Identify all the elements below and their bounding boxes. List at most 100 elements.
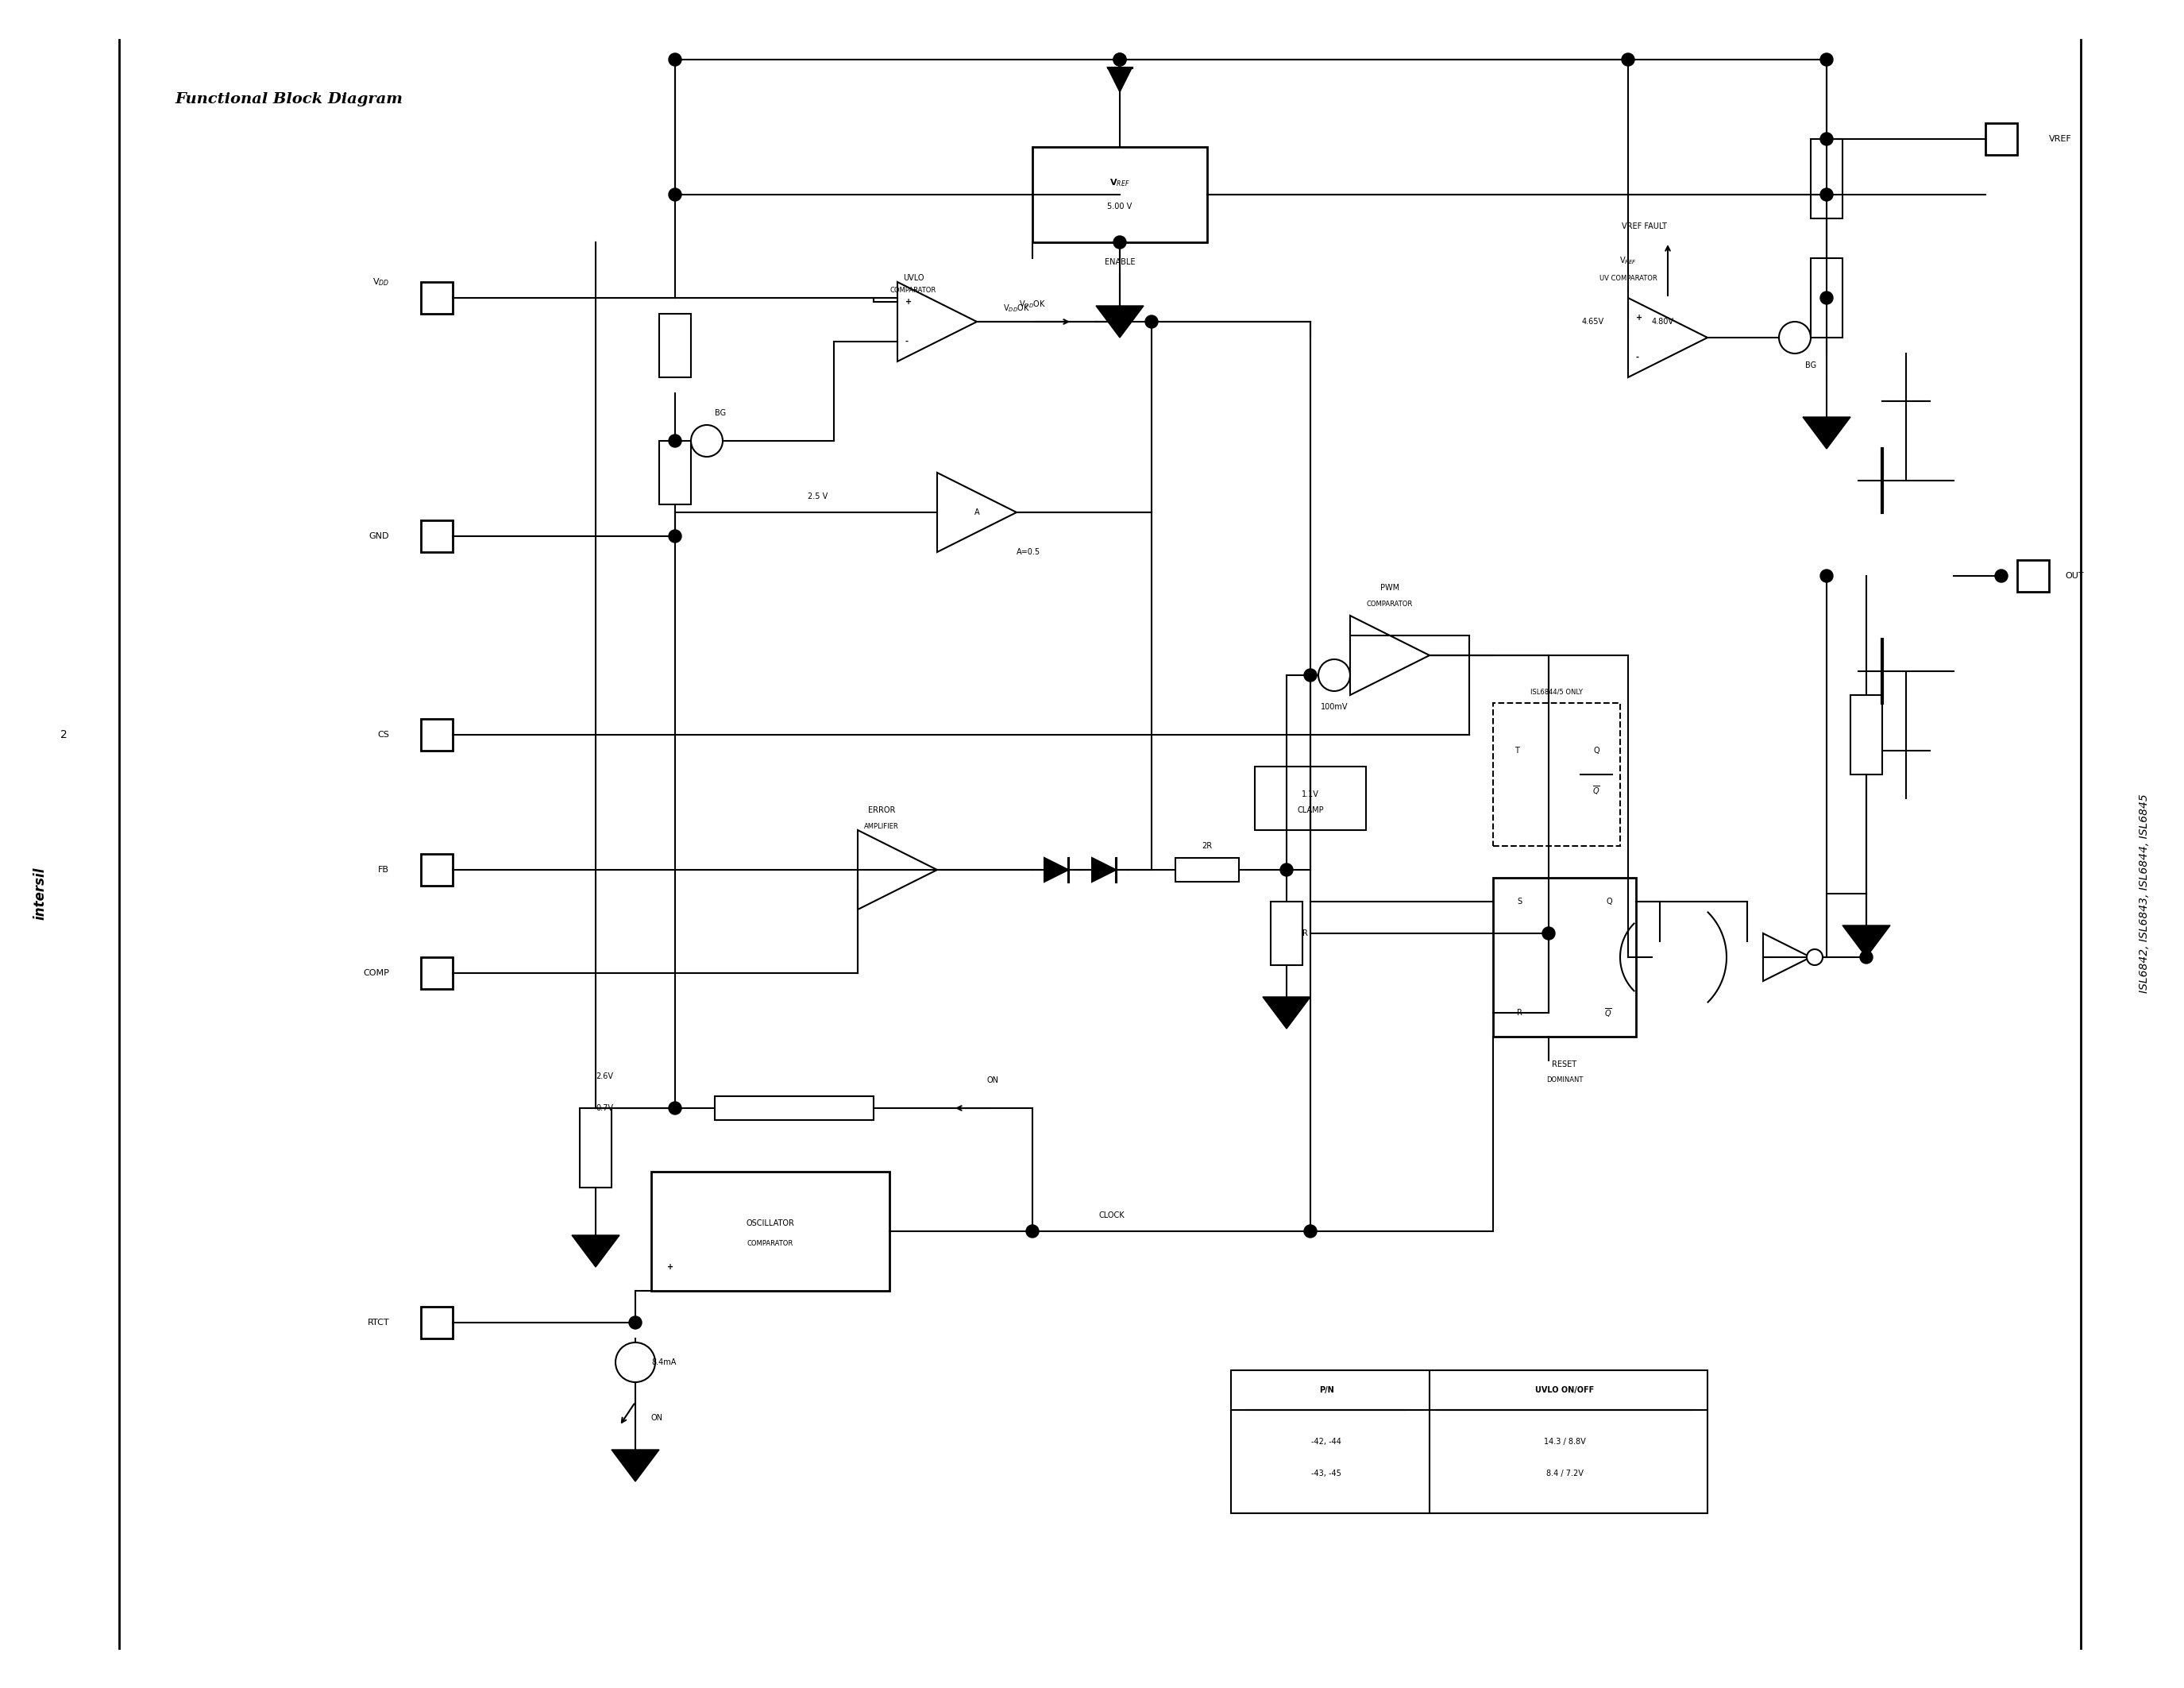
Text: OUT: OUT xyxy=(2064,572,2084,581)
Text: ISL6842, ISL6843, ISL6844, ISL6845: ISL6842, ISL6843, ISL6844, ISL6845 xyxy=(2138,793,2149,993)
Circle shape xyxy=(1819,569,1832,582)
Text: 14.3 / 8.8V: 14.3 / 8.8V xyxy=(1544,1438,1586,1445)
Bar xyxy=(1494,702,1621,846)
Text: AMPLIFIER: AMPLIFIER xyxy=(865,824,900,830)
Circle shape xyxy=(1542,927,1555,940)
Bar xyxy=(1811,258,1843,338)
Text: COMPARATOR: COMPARATOR xyxy=(1367,601,1413,608)
Bar xyxy=(714,1096,874,1121)
Text: +: + xyxy=(666,1263,673,1271)
Text: R: R xyxy=(1302,930,1308,937)
Circle shape xyxy=(1144,316,1158,327)
Circle shape xyxy=(668,530,681,542)
Bar xyxy=(579,1107,612,1188)
Text: ENABLE: ENABLE xyxy=(1105,258,1136,267)
Circle shape xyxy=(668,1102,681,1114)
Text: 100mV: 100mV xyxy=(1321,702,1348,711)
Bar xyxy=(1175,858,1238,881)
Circle shape xyxy=(1819,54,1832,66)
Text: -: - xyxy=(1636,353,1640,361)
Text: ON: ON xyxy=(987,1077,998,1084)
Circle shape xyxy=(1304,668,1317,682)
Text: GND: GND xyxy=(369,532,389,540)
Text: T: T xyxy=(1514,746,1520,755)
Text: ERROR: ERROR xyxy=(867,807,895,814)
Text: -43, -45: -43, -45 xyxy=(1310,1470,1341,1477)
Bar xyxy=(1256,766,1365,830)
Text: 1.1V: 1.1V xyxy=(1302,790,1319,798)
Text: V$_{REF}$: V$_{REF}$ xyxy=(1618,255,1636,267)
Text: FB: FB xyxy=(378,866,389,874)
Polygon shape xyxy=(1107,68,1131,91)
Text: CLOCK: CLOCK xyxy=(1099,1212,1125,1219)
Text: 5.00 V: 5.00 V xyxy=(1107,203,1131,211)
Polygon shape xyxy=(1843,925,1889,957)
Text: RESET: RESET xyxy=(1553,1060,1577,1069)
Bar xyxy=(1811,138,1843,218)
Text: Functional Block Diagram: Functional Block Diagram xyxy=(175,93,402,106)
Polygon shape xyxy=(612,1450,660,1482)
Text: 0.7V: 0.7V xyxy=(596,1104,614,1112)
Text: R: R xyxy=(1518,1009,1522,1016)
Text: CS: CS xyxy=(378,731,389,739)
Bar xyxy=(1033,147,1208,243)
Bar xyxy=(2018,560,2049,592)
Polygon shape xyxy=(1092,858,1116,881)
Text: A=0.5: A=0.5 xyxy=(1016,549,1040,555)
Text: COMP: COMP xyxy=(363,969,389,977)
Circle shape xyxy=(1114,236,1127,248)
Circle shape xyxy=(668,434,681,447)
Polygon shape xyxy=(1096,306,1144,338)
Text: OSCILLATOR: OSCILLATOR xyxy=(747,1219,795,1227)
Bar xyxy=(1271,901,1302,966)
Bar xyxy=(660,441,690,505)
Bar xyxy=(422,719,452,751)
Bar xyxy=(1985,123,2018,155)
Text: 8.4mA: 8.4mA xyxy=(651,1359,677,1366)
Text: A: A xyxy=(974,508,978,517)
Bar xyxy=(422,854,452,886)
Text: +: + xyxy=(906,297,913,306)
Text: V$_{REF}$: V$_{REF}$ xyxy=(1109,177,1129,187)
Text: COMPARATOR: COMPARATOR xyxy=(747,1239,793,1247)
Circle shape xyxy=(1026,1225,1040,1237)
Text: RTCT: RTCT xyxy=(367,1318,389,1327)
Polygon shape xyxy=(1802,417,1850,449)
Text: ON: ON xyxy=(651,1415,664,1421)
Text: UVLO ON/OFF: UVLO ON/OFF xyxy=(1535,1386,1594,1394)
Circle shape xyxy=(1114,54,1127,66)
Text: VREF FAULT: VREF FAULT xyxy=(1621,223,1666,230)
Bar xyxy=(660,314,690,378)
Circle shape xyxy=(1280,864,1293,876)
Text: 2.5 V: 2.5 V xyxy=(808,493,828,500)
Text: 8.4 / 7.2V: 8.4 / 7.2V xyxy=(1546,1470,1583,1477)
Text: V$_{DD}$OK: V$_{DD}$OK xyxy=(1020,299,1046,311)
Text: V$_{DD}$: V$_{DD}$ xyxy=(371,277,389,287)
Circle shape xyxy=(1861,950,1872,964)
Text: Q: Q xyxy=(1594,746,1599,755)
Circle shape xyxy=(629,1317,642,1328)
Polygon shape xyxy=(1044,858,1068,881)
Text: CLAMP: CLAMP xyxy=(1297,807,1324,814)
Text: 2R: 2R xyxy=(1201,842,1212,851)
Polygon shape xyxy=(572,1236,620,1268)
Circle shape xyxy=(1994,569,2007,582)
Text: PWM: PWM xyxy=(1380,584,1400,592)
Text: UVLO: UVLO xyxy=(902,273,924,282)
Text: BG: BG xyxy=(1806,361,1817,370)
Text: BG: BG xyxy=(714,408,725,417)
Text: P/N: P/N xyxy=(1319,1386,1334,1394)
Circle shape xyxy=(1114,54,1127,66)
Circle shape xyxy=(1304,1225,1317,1237)
Bar xyxy=(422,520,452,552)
Polygon shape xyxy=(1262,998,1310,1028)
Circle shape xyxy=(668,54,681,66)
Text: COMPARATOR: COMPARATOR xyxy=(891,287,937,294)
Circle shape xyxy=(1819,292,1832,304)
Bar xyxy=(651,1171,889,1291)
Bar xyxy=(422,957,452,989)
Bar xyxy=(1232,1371,1708,1512)
Circle shape xyxy=(1806,949,1824,966)
Text: Q: Q xyxy=(1605,898,1612,905)
Circle shape xyxy=(1819,189,1832,201)
